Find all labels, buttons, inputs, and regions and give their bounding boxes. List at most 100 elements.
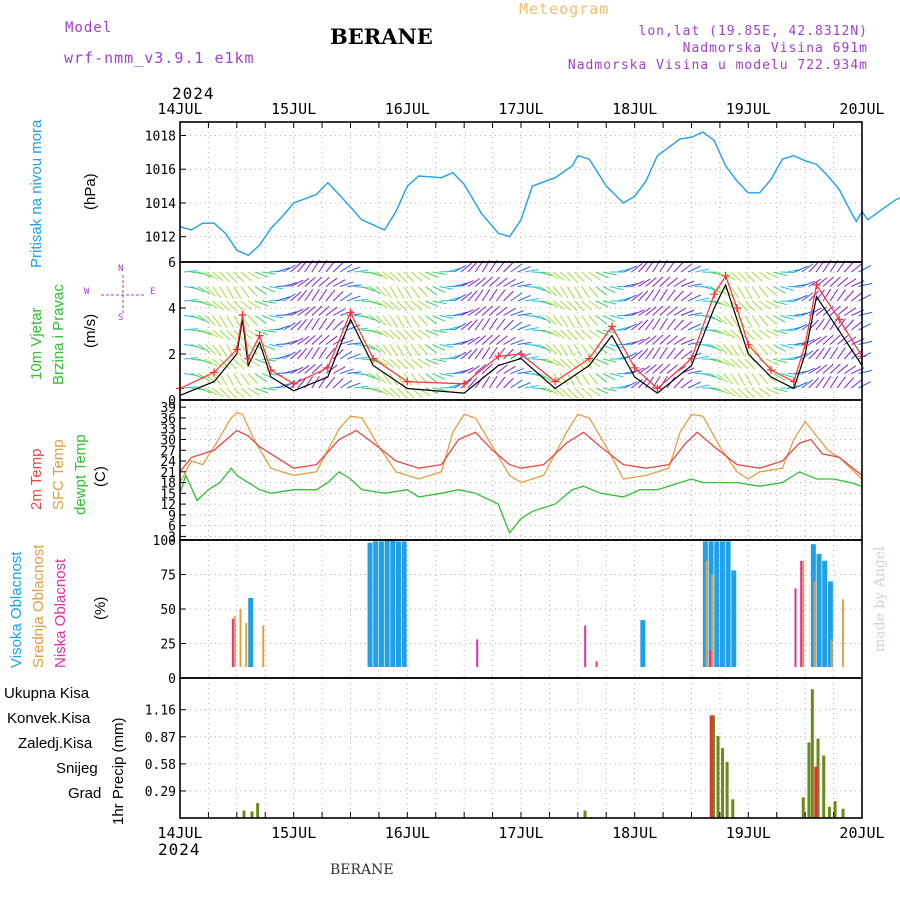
wind-barb (396, 286, 405, 299)
temp2m-line (179, 429, 863, 476)
total_precip-precip-bar (841, 808, 845, 818)
total_precip-precip-bar (256, 803, 260, 818)
high-cloud-bar (827, 581, 833, 667)
wind-barb (744, 300, 756, 312)
mid-cloud-bar (233, 615, 236, 667)
wind-barb (602, 373, 616, 381)
wind-barb (283, 351, 296, 360)
wind-barb (204, 344, 216, 355)
wind-barb (432, 300, 447, 305)
wind-barb (354, 356, 369, 360)
wind-barb (183, 299, 198, 302)
wind-barb (552, 271, 565, 281)
y-tick-label: 30 (160, 433, 176, 448)
wind-barb (283, 311, 297, 316)
wind-barb (709, 344, 722, 352)
model-name: wrf-nmm_v3.9.1 e1km (64, 49, 255, 67)
wind-barb (751, 329, 763, 340)
wind-barb (524, 373, 539, 376)
wind-barb (595, 373, 608, 383)
wind-barb (659, 347, 668, 360)
wind-barb (311, 317, 320, 331)
wind-barb (304, 318, 314, 331)
wind-barb (624, 370, 638, 374)
wind-barb (332, 348, 344, 360)
wind-barb (602, 387, 617, 392)
gust-marker (551, 377, 560, 386)
wind-barb (418, 271, 431, 281)
wind-barb (354, 327, 369, 331)
wind-barb (574, 315, 583, 328)
wind-barb (262, 300, 277, 304)
wind-barb (780, 344, 794, 349)
wind-barb (794, 294, 808, 302)
wind-barb (261, 344, 276, 351)
wind-barb (624, 312, 638, 316)
wind-barb (396, 271, 408, 283)
gust-marker (517, 350, 525, 358)
wind-barb (602, 271, 617, 276)
wind-barb (695, 384, 709, 389)
wind-barb (425, 358, 439, 365)
wind-barb (801, 292, 814, 302)
wind-barb (843, 261, 855, 273)
wind-barb (503, 377, 514, 389)
wind-barb (695, 297, 709, 302)
total_precip-precip-bar (810, 689, 814, 818)
wind-barb (566, 344, 575, 357)
wind-barb (602, 286, 616, 294)
wind-barb (815, 364, 828, 374)
wind-barb (559, 315, 569, 328)
wind-barb (233, 271, 245, 283)
wind-barb (403, 387, 415, 399)
conv-precip-bar (709, 715, 713, 818)
wind-barb (552, 315, 563, 327)
wind-barb (212, 329, 224, 340)
wind-barb (758, 271, 771, 281)
wind-barb (673, 278, 687, 287)
wind-barb (204, 315, 216, 326)
wind-barb (354, 385, 369, 389)
y-tick-label: 12 (160, 498, 176, 513)
wind-barb (638, 319, 649, 331)
wind-barb (709, 315, 722, 323)
wind-barb (559, 358, 571, 369)
wind-barb (723, 358, 736, 368)
wind-barb (418, 358, 431, 368)
wind-barb (673, 348, 684, 360)
wind-barb (389, 315, 398, 328)
wind-barb (212, 315, 222, 327)
wind-barb (744, 329, 756, 341)
wind-barb (574, 300, 585, 312)
wind-barb (687, 323, 701, 331)
y-tick-label: 15 (160, 487, 176, 502)
wind-barb (595, 271, 609, 279)
wind-barb (843, 377, 855, 389)
wind-barb (254, 315, 267, 324)
compass-w: W (84, 287, 90, 297)
mid-cloud-bar (239, 609, 242, 667)
wind-barb (403, 329, 415, 341)
wind-barb (623, 352, 637, 360)
wind-barb (659, 289, 668, 302)
wind-barb (375, 271, 389, 280)
wind-barb (425, 373, 437, 383)
wind-barb (744, 271, 756, 283)
legend-convective-rain: Konvek.Kisa (7, 710, 91, 727)
wind-barb (318, 318, 328, 331)
wind-barb (496, 277, 508, 287)
wind-barb (425, 271, 439, 278)
wind-barb (311, 276, 323, 287)
wind-barb (339, 379, 353, 389)
wind-barb (808, 278, 822, 287)
wind-barb (737, 271, 748, 283)
wind-barb (432, 373, 446, 380)
wind-barb (212, 358, 224, 369)
gust-marker (789, 377, 798, 386)
wind-barb (247, 286, 259, 297)
total_precip-precip-bar (721, 748, 725, 818)
pressure-unit: (hPa) (82, 173, 99, 210)
wind-barb (453, 264, 467, 273)
wind-barb (829, 276, 841, 287)
wind-barb (261, 315, 276, 322)
